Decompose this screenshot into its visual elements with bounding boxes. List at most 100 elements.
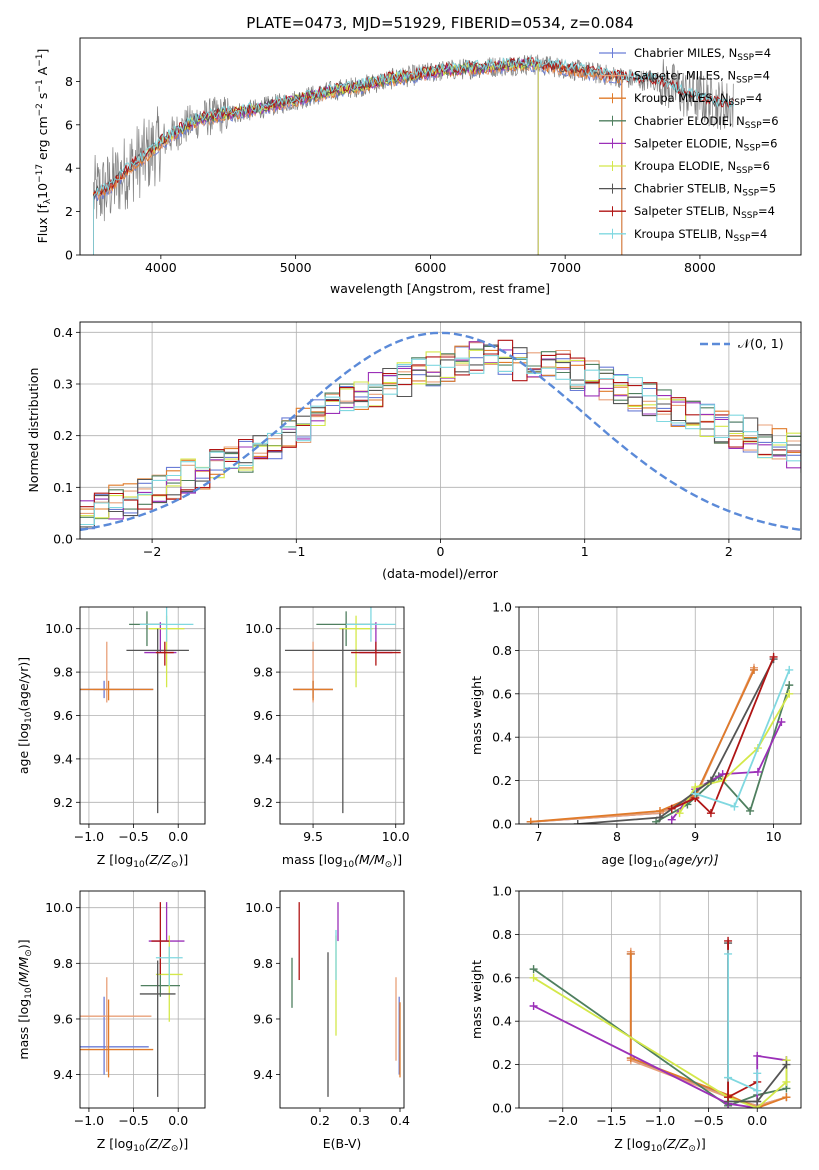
legend-label: Kroupa ELODIE, NSSP=6 bbox=[634, 159, 770, 176]
data-point-marker bbox=[769, 652, 778, 661]
x-tick-label: −0.5 bbox=[118, 1113, 148, 1128]
normal-distribution-curve bbox=[80, 331, 801, 532]
legend-label: Kroupa STELIB, NSSP=4 bbox=[634, 227, 767, 244]
label-part: =4 bbox=[753, 69, 770, 83]
x-tick-label: 2 bbox=[725, 544, 733, 559]
y-tick-label: 0.2 bbox=[53, 428, 73, 443]
label-part: =6 bbox=[753, 159, 770, 173]
data-point-marker bbox=[724, 1073, 733, 1082]
label-part: ⊙ bbox=[24, 949, 34, 957]
y-tick-label: 0.8 bbox=[492, 643, 512, 658]
plot-area bbox=[284, 607, 401, 814]
label-part: −17 bbox=[35, 164, 45, 183]
data-point-marker bbox=[656, 813, 664, 822]
y-tick-label: 0.4 bbox=[492, 730, 512, 745]
label-part: −1 bbox=[35, 79, 45, 92]
y-tick-label: 0.0 bbox=[53, 532, 73, 547]
label-part: SSP bbox=[744, 143, 761, 153]
data-point-marker bbox=[785, 689, 794, 698]
label-part: SSP bbox=[737, 53, 754, 63]
label-part: 10 bbox=[24, 987, 34, 999]
x-axis-label: (data-model)/error bbox=[382, 566, 499, 581]
label-part: SSP bbox=[734, 234, 751, 244]
y-tick-label: 0.4 bbox=[492, 1014, 512, 1029]
label-part: ⊙ bbox=[385, 860, 393, 870]
x-tick-label: −1.5 bbox=[596, 1113, 626, 1128]
x-tick-label: 9 bbox=[691, 829, 699, 844]
legend-label: Chabrier STELIB, NSSP=5 bbox=[634, 182, 776, 199]
label-part: Salpeter STELIB, N bbox=[634, 204, 741, 218]
label-part: s bbox=[35, 93, 50, 104]
label-part: Z [log bbox=[97, 852, 133, 867]
x-axis-label: Z [log10(Z/Z⊙)] bbox=[614, 1136, 705, 1154]
label-part: Chabrier STELIB, N bbox=[634, 182, 742, 196]
data-point-marker bbox=[753, 1097, 762, 1106]
observed-spectrum-line bbox=[93, 54, 734, 222]
plot-area bbox=[526, 652, 794, 824]
chart-residuals: −2 −1 0 1 2 0.0 0.1 0.2 0.3 0.4 𝒩(0, 1) (data-model… bbox=[26, 321, 802, 581]
axes-frame bbox=[279, 890, 405, 1109]
mass-weight-line bbox=[727, 940, 758, 1099]
data-point-marker bbox=[746, 806, 755, 815]
y-tick-label: 10.0 bbox=[45, 621, 73, 636]
label-part: erg cm bbox=[35, 116, 50, 164]
y-tick-label: 0.3 bbox=[53, 377, 73, 392]
label-part: Kroupa STELIB, N bbox=[634, 227, 734, 241]
y-tick-label: 6 bbox=[65, 117, 73, 132]
label-part: ⊙ bbox=[171, 860, 179, 870]
label-part: 10 bbox=[133, 860, 145, 870]
x-axis-label: mass [log10(M/M⊙)] bbox=[282, 852, 402, 870]
chart-spectrum: 4000 5000 6000 7000 8000 0 2 4 6 8 wavelength [Ang… bbox=[35, 37, 802, 296]
model-spectrum-line bbox=[93, 61, 623, 255]
x-tick-label: 0.0 bbox=[168, 829, 188, 844]
label-part: =4 bbox=[750, 227, 767, 241]
data-point-marker bbox=[706, 776, 715, 785]
model-spectrum-line bbox=[93, 57, 734, 255]
y-tick-label: 9.8 bbox=[253, 956, 273, 971]
mass-weight-line bbox=[655, 684, 791, 823]
chart-mass-vs-EBV: 0.2 0.3 0.4 9.4 9.6 9.8 10.0 E(B-V) bbox=[245, 890, 410, 1151]
data-point-marker bbox=[724, 949, 733, 958]
legend-label: Kroupa MILES, NSSP=4 bbox=[634, 91, 762, 108]
label-part: Kroupa ELODIE, N bbox=[634, 159, 736, 173]
data-point-marker bbox=[526, 817, 535, 824]
chart-mass-vs-Z: −1.0 −0.5 0.09.49.69.810.0Z [log10(Z/Z⊙)]m… bbox=[16, 890, 206, 1154]
y-tick-label: 9.8 bbox=[53, 956, 73, 971]
y-tick-label: 8 bbox=[65, 74, 73, 89]
x-tick-label: 9.5 bbox=[303, 829, 323, 844]
data-point-marker bbox=[529, 973, 538, 982]
label-part: age [log bbox=[16, 723, 31, 774]
x-tick-label: 0.2 bbox=[310, 1113, 330, 1128]
label-part: ] bbox=[35, 49, 50, 54]
mass-weight-line bbox=[533, 1005, 787, 1108]
data-point-marker bbox=[626, 949, 635, 958]
data-point-marker bbox=[573, 820, 582, 824]
model-spectrum-line bbox=[93, 55, 735, 255]
plot-area bbox=[291, 902, 401, 1097]
axes-frame bbox=[79, 890, 206, 1109]
y-tick-label: 9.6 bbox=[53, 708, 73, 723]
label-part: (M/M bbox=[354, 852, 385, 867]
axes-frame bbox=[79, 37, 802, 256]
plot-area bbox=[93, 54, 735, 255]
x-tick-label: 4000 bbox=[145, 260, 177, 275]
data-point-marker bbox=[706, 809, 715, 818]
label-part: )] bbox=[696, 1136, 706, 1151]
data-point-marker bbox=[785, 665, 794, 674]
x-tick-label: 5000 bbox=[280, 260, 312, 275]
label-part: 10 bbox=[24, 711, 34, 723]
y-tick-label: 1.0 bbox=[492, 600, 512, 615]
x-axis-label: wavelength [Angstrom, rest frame] bbox=[330, 281, 550, 296]
label-part: SSP bbox=[736, 166, 753, 176]
label-part: (M/M bbox=[16, 957, 31, 988]
axes-frame bbox=[79, 321, 802, 540]
label-part: (Z/Z bbox=[145, 1136, 172, 1151]
label-part: SSP bbox=[742, 189, 759, 199]
residual-histogram bbox=[80, 341, 801, 520]
data-point-marker bbox=[724, 936, 733, 945]
axes-frame bbox=[518, 890, 802, 1109]
y-axis-label: mass [log10(M/M⊙)] bbox=[16, 939, 34, 1059]
y-tick-label: 10.0 bbox=[45, 900, 73, 915]
label-part: =5 bbox=[759, 182, 776, 196]
